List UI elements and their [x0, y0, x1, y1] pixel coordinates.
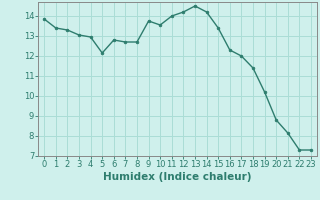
X-axis label: Humidex (Indice chaleur): Humidex (Indice chaleur) — [103, 172, 252, 182]
